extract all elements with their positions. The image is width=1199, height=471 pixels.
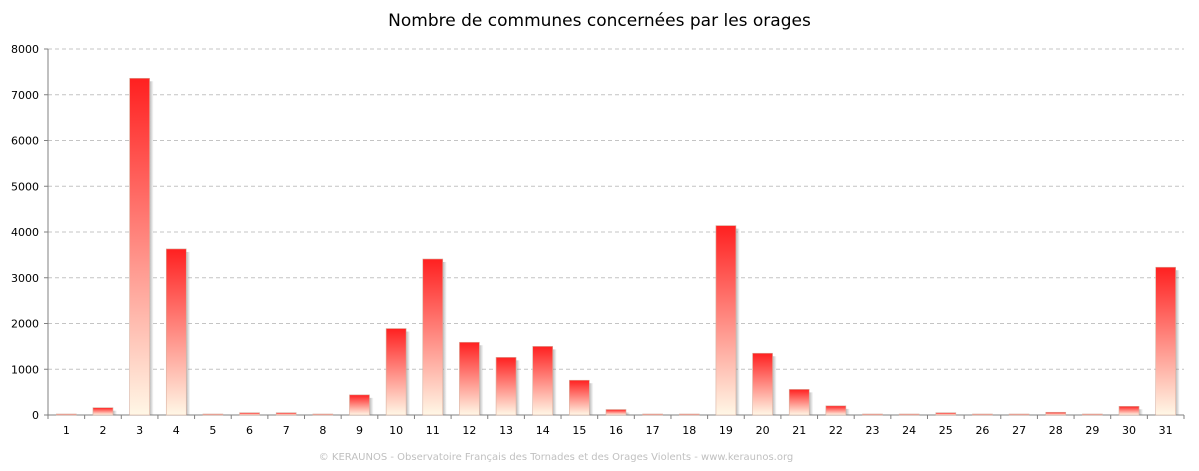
bar-shadow [772,356,777,415]
bar-5 [202,413,224,416]
y-tick-label: 3000 [11,272,39,285]
bar-8 [312,413,334,416]
x-tick-label: 31 [1159,424,1173,437]
bar-shadow [406,331,411,415]
bar-shadow [369,397,374,415]
bar-27 [1008,413,1030,416]
bar-20 [752,352,773,416]
bar-shadow [809,392,814,415]
x-tick-label: 9 [356,424,363,437]
x-tick-label: 1 [63,424,70,437]
x-tick-label: 30 [1122,424,1136,437]
x-tick-label: 17 [646,424,660,437]
bar-4 [165,248,187,416]
x-tick-label: 6 [246,424,253,437]
bar-26 [972,413,993,416]
bar-12 [459,341,480,416]
y-tick-label: 2000 [11,318,39,331]
bar-shadow [1175,270,1180,415]
bar-14 [532,346,554,416]
bar-11 [422,258,444,416]
bar-25 [935,412,957,416]
bar-30 [1118,406,1140,416]
y-tick-label: 1000 [11,363,39,376]
grid-lines [44,48,1184,416]
x-tick-label: 8 [319,424,326,437]
x-tick-label: 2 [99,424,106,437]
bar-28 [1045,411,1067,416]
x-tick-label: 13 [499,424,513,437]
x-tick-label: 15 [572,424,586,437]
bar-shadow [589,383,594,415]
bar-shadow [149,81,154,415]
x-tick-label: 28 [1049,424,1063,437]
x-tick-label: 12 [462,424,476,437]
bar-21 [788,389,810,416]
y-tick-label: 5000 [11,180,39,193]
bar-10 [385,328,407,416]
chart-title: Nombre de communes concernées par les or… [388,11,811,31]
bars [56,77,1180,416]
x-tick-label: 26 [975,424,989,437]
x-tick-label: 27 [1012,424,1026,437]
y-tick-labels: 0 1000 2000 3000 4000 5000 6000 7000 8000 [11,43,39,422]
x-tick-label: 4 [173,424,180,437]
bar-1 [56,413,77,416]
y-tick-label: 4000 [11,226,39,239]
x-tick-label: 21 [792,424,806,437]
copyright-footer: © KERAUNOS - Observatoire Français des T… [318,452,794,463]
bar-24 [898,413,920,416]
x-tick-label: 16 [609,424,623,437]
x-tick-label: 3 [136,424,143,437]
bar-shadow [735,228,740,415]
x-tick-label: 7 [283,424,290,437]
y-tick-label: 8000 [11,43,39,56]
bar-7 [275,412,297,416]
bar-18 [678,413,700,416]
bar-shadow [186,251,191,415]
x-tick-label: 18 [682,424,696,437]
bar-16 [605,409,627,416]
x-tick-label: 5 [209,424,216,437]
x-tick-labels: 1 2 3 4 5 6 7 8 9 10 11 12 13 14 15 16 17 18 19 20 21 22 23 24 2… [63,424,1173,437]
bar-shadow [479,345,484,415]
bar-6 [239,412,260,416]
bar-19 [715,225,737,416]
x-tick-label: 23 [866,424,880,437]
bar-3 [129,77,150,416]
bar-shadow [442,261,447,415]
x-tick-label: 25 [939,424,953,437]
bar-17 [642,413,663,416]
bar-2 [92,407,114,416]
bar-23 [862,413,883,416]
x-tick-label: 20 [756,424,770,437]
x-tick-label: 29 [1085,424,1099,437]
bar-31 [1155,266,1176,416]
x-tick-label: 10 [389,424,403,437]
bar-22 [825,405,847,416]
y-tick-label: 7000 [11,89,39,102]
x-tick-label: 24 [902,424,916,437]
bar-shadow [626,412,630,415]
bar-13 [495,357,517,416]
bar-shadow [552,349,557,415]
y-tick-label: 0 [32,409,39,422]
x-tick-label: 11 [426,424,440,437]
axes [47,49,1185,419]
bar-29 [1082,413,1103,416]
y-tick-label: 6000 [11,135,39,148]
x-tick-label: 22 [829,424,843,437]
bar-9 [349,394,370,416]
bar-shadow [845,408,850,415]
x-tick-label: 19 [719,424,733,437]
bar-shadow [516,360,521,415]
x-tick-label: 14 [536,424,550,437]
bar-shadow [112,410,117,415]
bar-15 [569,379,590,416]
bar-shadow [1139,409,1144,415]
